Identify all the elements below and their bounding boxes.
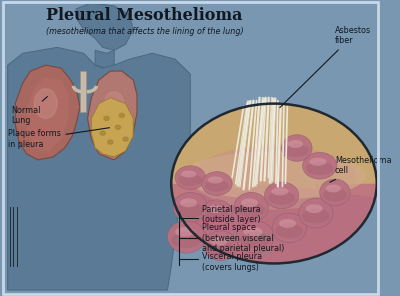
Ellipse shape xyxy=(175,227,194,237)
Circle shape xyxy=(104,116,109,120)
Ellipse shape xyxy=(208,176,223,184)
Polygon shape xyxy=(27,77,68,151)
Ellipse shape xyxy=(236,221,274,253)
Ellipse shape xyxy=(210,237,228,246)
Ellipse shape xyxy=(264,182,299,209)
Circle shape xyxy=(119,113,124,118)
Ellipse shape xyxy=(192,146,356,210)
Ellipse shape xyxy=(173,192,208,222)
Text: Mesothelioma
cell: Mesothelioma cell xyxy=(330,156,392,182)
Ellipse shape xyxy=(205,180,229,192)
Polygon shape xyxy=(15,65,80,160)
Text: Pleural Mesothelioma: Pleural Mesothelioma xyxy=(46,7,243,24)
Ellipse shape xyxy=(182,152,366,200)
Ellipse shape xyxy=(276,223,303,238)
Circle shape xyxy=(108,140,113,144)
Text: Asbestos
fiber: Asbestos fiber xyxy=(280,26,371,107)
Circle shape xyxy=(100,131,106,135)
Ellipse shape xyxy=(168,221,206,253)
Ellipse shape xyxy=(302,209,330,223)
Ellipse shape xyxy=(181,170,196,178)
Ellipse shape xyxy=(205,209,229,223)
Ellipse shape xyxy=(234,192,268,222)
Polygon shape xyxy=(8,47,190,290)
Wedge shape xyxy=(171,104,377,184)
Ellipse shape xyxy=(323,189,347,202)
Ellipse shape xyxy=(176,203,204,218)
Polygon shape xyxy=(91,98,133,157)
Ellipse shape xyxy=(180,198,197,207)
Ellipse shape xyxy=(279,219,296,228)
Ellipse shape xyxy=(240,232,270,248)
Ellipse shape xyxy=(285,144,309,157)
Ellipse shape xyxy=(202,200,232,226)
Wedge shape xyxy=(171,184,377,263)
Bar xyxy=(80,71,86,112)
Polygon shape xyxy=(269,98,276,184)
Circle shape xyxy=(171,104,377,263)
Ellipse shape xyxy=(288,140,303,148)
Polygon shape xyxy=(95,50,114,68)
Ellipse shape xyxy=(306,162,333,175)
Ellipse shape xyxy=(204,231,238,260)
Ellipse shape xyxy=(272,213,306,243)
Ellipse shape xyxy=(178,174,202,186)
Ellipse shape xyxy=(306,204,323,213)
Circle shape xyxy=(115,125,121,129)
Polygon shape xyxy=(88,71,137,160)
Text: Visceral pleura
(covers lungs): Visceral pleura (covers lungs) xyxy=(202,252,262,272)
Ellipse shape xyxy=(271,187,288,195)
Polygon shape xyxy=(76,3,133,50)
Text: Pleural space
(between visceral
and parietal pleural): Pleural space (between visceral and pari… xyxy=(202,223,284,253)
Ellipse shape xyxy=(105,92,124,115)
Polygon shape xyxy=(236,101,252,186)
Ellipse shape xyxy=(282,135,312,161)
Wedge shape xyxy=(173,184,375,263)
Ellipse shape xyxy=(241,198,258,207)
Ellipse shape xyxy=(244,227,262,237)
Ellipse shape xyxy=(171,232,202,248)
Circle shape xyxy=(123,137,128,141)
Text: Parietal pleura
(outside layer): Parietal pleura (outside layer) xyxy=(202,205,260,224)
Ellipse shape xyxy=(175,166,206,189)
Ellipse shape xyxy=(310,158,326,166)
Ellipse shape xyxy=(208,205,223,213)
Ellipse shape xyxy=(268,192,295,205)
Text: Normal
Lung: Normal Lung xyxy=(12,96,47,125)
Ellipse shape xyxy=(326,184,341,192)
Ellipse shape xyxy=(299,198,333,228)
Text: Plaque forms
in pleura: Plaque forms in pleura xyxy=(8,128,110,149)
Ellipse shape xyxy=(320,179,350,206)
Polygon shape xyxy=(254,98,267,186)
Ellipse shape xyxy=(238,203,265,218)
Ellipse shape xyxy=(34,89,57,118)
Ellipse shape xyxy=(302,152,337,179)
Ellipse shape xyxy=(202,172,232,195)
Text: (mesothelioma that affects the lining of the lung): (mesothelioma that affects the lining of… xyxy=(46,27,244,36)
Ellipse shape xyxy=(207,241,234,256)
